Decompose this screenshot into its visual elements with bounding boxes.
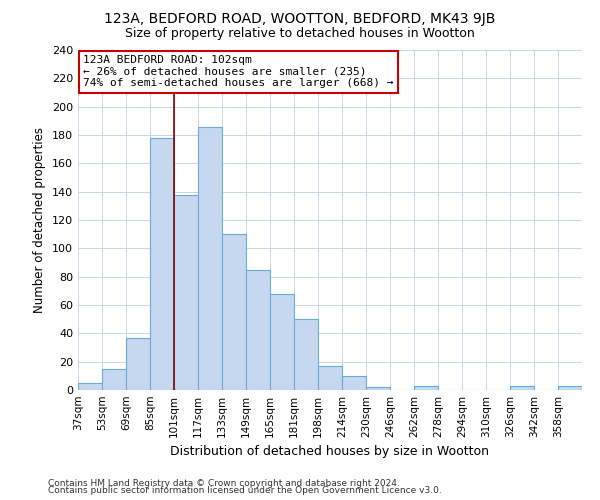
Bar <box>102 369 126 390</box>
Bar <box>150 138 174 390</box>
Bar <box>558 386 582 390</box>
Bar <box>318 366 342 390</box>
Text: 123A, BEDFORD ROAD, WOOTTON, BEDFORD, MK43 9JB: 123A, BEDFORD ROAD, WOOTTON, BEDFORD, MK… <box>104 12 496 26</box>
Text: Contains HM Land Registry data © Crown copyright and database right 2024.: Contains HM Land Registry data © Crown c… <box>48 478 400 488</box>
Bar <box>222 234 246 390</box>
X-axis label: Distribution of detached houses by size in Wootton: Distribution of detached houses by size … <box>170 446 490 458</box>
Y-axis label: Number of detached properties: Number of detached properties <box>34 127 46 313</box>
Bar <box>294 319 318 390</box>
Bar <box>246 270 270 390</box>
Text: Contains public sector information licensed under the Open Government Licence v3: Contains public sector information licen… <box>48 486 442 495</box>
Bar <box>342 376 366 390</box>
Bar <box>126 338 150 390</box>
Bar <box>270 294 294 390</box>
Bar <box>510 386 534 390</box>
Bar <box>198 126 222 390</box>
Text: Size of property relative to detached houses in Wootton: Size of property relative to detached ho… <box>125 28 475 40</box>
Text: 123A BEDFORD ROAD: 102sqm
← 26% of detached houses are smaller (235)
74% of semi: 123A BEDFORD ROAD: 102sqm ← 26% of detac… <box>83 55 394 88</box>
Bar <box>414 386 438 390</box>
Bar <box>174 194 198 390</box>
Bar <box>366 387 390 390</box>
Bar <box>78 383 102 390</box>
